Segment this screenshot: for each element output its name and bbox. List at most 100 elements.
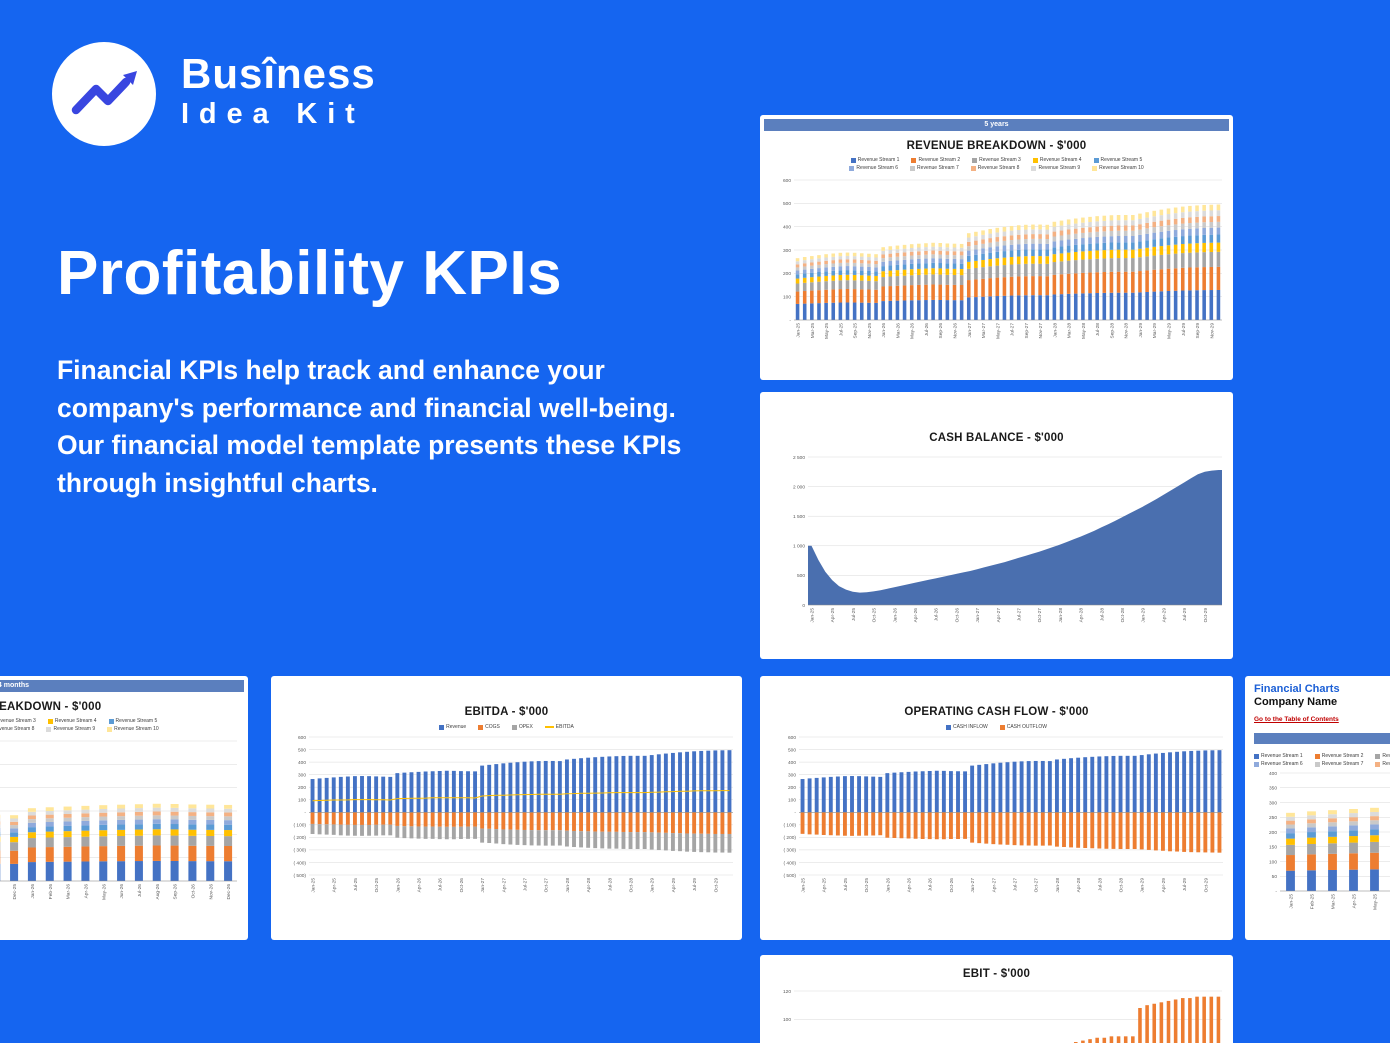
chart-legend: Revenue COGS OPEX EBITDA bbox=[271, 724, 742, 730]
svg-text:300: 300 bbox=[298, 772, 306, 778]
svg-text:300: 300 bbox=[788, 772, 796, 778]
legend-label: COGS bbox=[485, 724, 500, 730]
legend-item: Revenue Stream 3 bbox=[1375, 753, 1390, 759]
svg-text:Feb-25: Feb-25 bbox=[1310, 894, 1316, 910]
svg-text:Jan-27: Jan-27 bbox=[480, 878, 486, 893]
legend-label: Revenue Stream 7 bbox=[1321, 761, 1364, 767]
card-cash-balance: CASH BALANCE - $'000 2 500 2 000 1 500 1 00… bbox=[760, 392, 1233, 659]
legend-label: Revenue Stream 7 bbox=[917, 165, 959, 171]
svg-text:Mar-25: Mar-25 bbox=[810, 323, 816, 339]
table-of-contents-link[interactable]: Go to the Table of Contents bbox=[1254, 716, 1339, 723]
chart-title: EBIT - $'000 bbox=[962, 968, 1031, 980]
legend-item: EBITDA bbox=[544, 724, 574, 730]
svg-text:( 200): ( 200) bbox=[293, 835, 306, 841]
svg-text:Oct-27: Oct-27 bbox=[1037, 608, 1043, 623]
svg-text:( 100): ( 100) bbox=[783, 823, 796, 829]
legend-item: Revenue Stream 6 bbox=[849, 165, 898, 171]
svg-text:Jan-28: Jan-28 bbox=[1052, 323, 1058, 338]
svg-text:-: - bbox=[304, 811, 306, 816]
svg-text:Oct-25: Oct-25 bbox=[374, 878, 380, 893]
chart-title: OPERATING CASH FLOW - $'000 bbox=[904, 706, 1089, 718]
company-name: Company Name bbox=[1254, 696, 1338, 708]
legend-label: OPEX bbox=[518, 724, 533, 730]
legend-item: Revenue Stream 9 bbox=[1031, 165, 1080, 171]
svg-text:Jul-25: Jul-25 bbox=[353, 878, 359, 891]
card-ebitda: EBITDA - $'000 Revenue COGS OPEX EBITDA 600… bbox=[271, 676, 742, 940]
svg-text:Jan-25: Jan-25 bbox=[311, 878, 317, 893]
revenue-breakdown-5y-chart: 600 500 400 300 200 100 -Jan-25 Mar-25 May-25 Jul… bbox=[783, 178, 1222, 339]
legend-item: Revenue Stream 6 bbox=[1254, 761, 1303, 767]
svg-text:200: 200 bbox=[1269, 830, 1277, 836]
svg-text:-: - bbox=[789, 319, 791, 324]
svg-text:Apr-26: Apr-26 bbox=[417, 878, 423, 893]
legend-swatch-icon bbox=[439, 724, 445, 730]
svg-text:Jan-28: Jan-28 bbox=[1058, 608, 1064, 623]
svg-text:Mar-28: Mar-28 bbox=[1067, 323, 1073, 339]
legend-item: Revenue Stream 7 bbox=[910, 165, 959, 171]
svg-text:Jan-27: Jan-27 bbox=[975, 608, 981, 623]
svg-text:Mar-26: Mar-26 bbox=[66, 884, 72, 900]
svg-text:Aug-26: Aug-26 bbox=[155, 884, 161, 900]
legend-item: Revenue Stream 8 bbox=[1375, 761, 1390, 767]
svg-text:Mar-27: Mar-27 bbox=[981, 323, 987, 339]
svg-text:Jul-29: Jul-29 bbox=[1181, 323, 1187, 336]
svg-text:Nov-25: Nov-25 bbox=[867, 323, 873, 339]
svg-text:Jul-25: Jul-25 bbox=[843, 878, 849, 891]
page-description: Financial KPIs help track and enhance yo… bbox=[57, 355, 682, 498]
brand-wordmark: Busîness Idea Kit bbox=[181, 51, 376, 131]
svg-text:Jul-26: Jul-26 bbox=[924, 323, 930, 336]
legend-label: EBITDA bbox=[555, 724, 574, 730]
legend-item: Revenue bbox=[439, 724, 466, 730]
svg-text:Jan-27: Jan-27 bbox=[970, 878, 976, 893]
svg-text:Oct-25: Oct-25 bbox=[864, 878, 870, 893]
svg-text:Jul-27: Jul-27 bbox=[1013, 878, 1019, 891]
svg-text:Oct-25: Oct-25 bbox=[872, 608, 878, 623]
svg-text:Feb-26: Feb-26 bbox=[48, 884, 54, 900]
chart-legend: Revenue Stream 1 Revenue Stream 2 Revenue … bbox=[1254, 753, 1390, 767]
svg-text:Jul-26: Jul-26 bbox=[438, 878, 444, 891]
legend-swatch-icon bbox=[108, 718, 114, 724]
svg-text:100: 100 bbox=[783, 294, 791, 300]
svg-text:2 500: 2 500 bbox=[793, 455, 805, 461]
chart-title: REVENUE BREAKDOWN - $'000 bbox=[906, 140, 1087, 152]
legend-swatch-icon bbox=[478, 724, 484, 730]
svg-text:Apr-28: Apr-28 bbox=[586, 878, 592, 893]
svg-text:Jul-28: Jul-28 bbox=[1095, 323, 1101, 336]
svg-text:Jan-29: Jan-29 bbox=[1138, 323, 1144, 338]
svg-text:Jan-29: Jan-29 bbox=[650, 878, 656, 893]
legend-label: Revenue Stream 3 bbox=[979, 157, 1021, 163]
card-ebit: EBIT - $'000 12010080604020-Jan-25Apr-25… bbox=[760, 955, 1233, 1043]
svg-text:Sep-27: Sep-27 bbox=[1024, 323, 1030, 339]
cash-balance-chart: 2 500 2 000 1 500 1 000 500 0 Jan-25 Apr-25 Jul-… bbox=[793, 455, 1222, 623]
svg-text:Jan-27: Jan-27 bbox=[967, 323, 973, 338]
period-header: 5 years bbox=[764, 119, 1229, 131]
legend-label: Revenue Stream 2 bbox=[1321, 753, 1364, 759]
svg-text:400: 400 bbox=[298, 760, 306, 766]
svg-text:1 500: 1 500 bbox=[793, 514, 805, 520]
svg-text:Nov-29: Nov-29 bbox=[1209, 323, 1215, 339]
legend-label: Revenue Stream 9 bbox=[53, 726, 96, 732]
svg-text:Jan-26: Jan-26 bbox=[395, 878, 401, 893]
svg-text:( 500): ( 500) bbox=[783, 873, 796, 879]
chart-legend: CASH INFLOW CASH OUTFLOW bbox=[760, 724, 1233, 730]
svg-text:Jul-29: Jul-29 bbox=[1182, 608, 1188, 621]
svg-text:1 000: 1 000 bbox=[793, 544, 805, 550]
svg-text:-: - bbox=[1275, 890, 1277, 895]
svg-text:Jul-25: Jul-25 bbox=[838, 323, 844, 336]
revenue-breakdown-24m-chart: 600500400300200100-Jan-25Feb-25Mar-25Apr… bbox=[0, 740, 237, 900]
legend-swatch-icon bbox=[970, 165, 976, 171]
legend-row: Revenue COGS OPEX EBITDA bbox=[439, 724, 574, 730]
svg-text:Jul-25: Jul-25 bbox=[851, 608, 857, 621]
legend-item: Revenue Stream 2 bbox=[1314, 753, 1364, 759]
svg-text:Jan-25: Jan-25 bbox=[801, 878, 807, 893]
legend-label: Revenue Stream 2 bbox=[918, 157, 961, 163]
legend-item: Revenue Stream 10 bbox=[107, 726, 159, 732]
legend-row: Revenue Stream 1 Revenue Stream 2 Revenue … bbox=[850, 157, 1142, 163]
svg-text:Jul-27: Jul-27 bbox=[1016, 608, 1022, 621]
legend-item: Revenue Stream 1 bbox=[850, 157, 899, 163]
svg-text:Jul-26: Jul-26 bbox=[934, 608, 940, 621]
